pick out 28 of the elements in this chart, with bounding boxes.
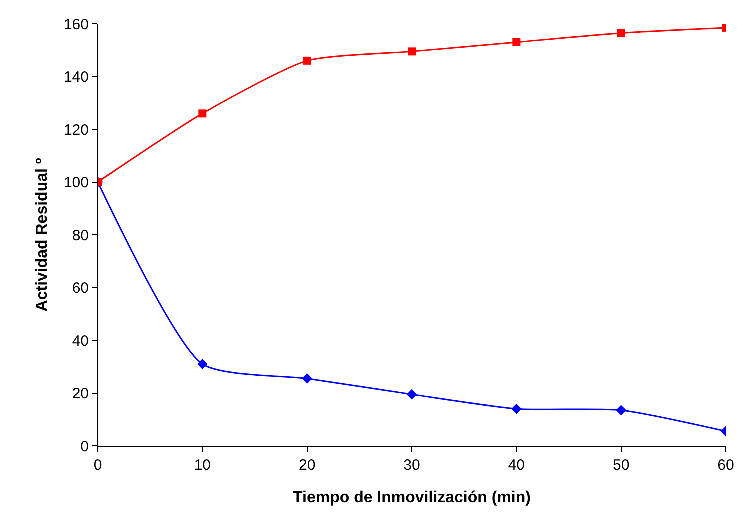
x-tick-label: 20 (298, 457, 316, 474)
y-tick-label: 80 (72, 227, 89, 244)
x-tick-label: 10 (194, 457, 212, 474)
point (302, 374, 313, 384)
y-tick-label: 160 (64, 16, 89, 34)
x-axis-title: Tiempo de Inmovilización (min) (293, 490, 531, 507)
point (616, 405, 627, 416)
point (198, 110, 207, 118)
x-tick-label: 30 (404, 457, 420, 474)
y-tick-label: 20 (72, 386, 89, 402)
y-tick-label: 60 (72, 280, 89, 297)
y-tick-label: 120 (64, 122, 89, 139)
point (408, 48, 416, 56)
point (511, 404, 522, 414)
y-axis-title: Actividad Residual º (34, 158, 51, 312)
point (406, 389, 418, 400)
point (512, 38, 521, 46)
point (617, 29, 626, 38)
y-tick-label: 100 (64, 174, 89, 192)
point (303, 56, 312, 65)
y-tick-label: 140 (64, 69, 89, 86)
y-tick-label: 0 (80, 438, 89, 456)
point (197, 359, 208, 370)
x-tick-label: 50 (612, 457, 630, 474)
x-tick-label: 0 (94, 457, 102, 474)
x-tick-label: 40 (508, 457, 526, 474)
x-tick-label: 60 (718, 457, 734, 474)
y-tick-label: 40 (72, 332, 89, 350)
